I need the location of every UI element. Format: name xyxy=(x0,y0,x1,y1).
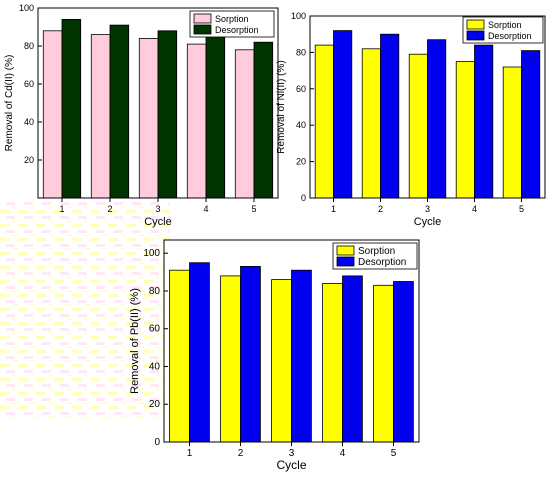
y-tick-label: 40 xyxy=(149,361,161,372)
x-tick-label: 4 xyxy=(472,204,477,214)
x-tick-label: 2 xyxy=(238,448,244,459)
sorption-bar-cycle-3 xyxy=(271,279,292,443)
desorption-bar-cycle-4 xyxy=(342,275,363,443)
y-tick-label: 100 xyxy=(19,3,34,13)
sorption-bar-cycle-2 xyxy=(90,34,111,199)
x-tick-label: 3 xyxy=(289,448,295,459)
x-tick-label: 5 xyxy=(519,204,524,214)
desorption-bar-cycle-1 xyxy=(333,30,353,199)
legend-swatch-sorption xyxy=(336,245,355,256)
y-tick-label: 20 xyxy=(149,399,161,410)
x-tick-label: 3 xyxy=(425,204,430,214)
x-tick-label: 2 xyxy=(107,204,112,214)
desorption-bar-cycle-4 xyxy=(474,44,494,199)
desorption-bar-cycle-4 xyxy=(205,36,226,199)
x-axis-label: Cycle xyxy=(276,458,306,472)
y-tick-label: 100 xyxy=(291,11,306,21)
legend-swatch-sorption xyxy=(466,19,485,30)
sorption-bar-cycle-1 xyxy=(314,44,334,199)
desorption-bar-cycle-2 xyxy=(380,33,400,199)
sorption-bar-cycle-4 xyxy=(455,61,475,199)
scan-artifact-region xyxy=(0,200,170,420)
legend-label-desorption: Desorption xyxy=(488,31,532,41)
legend-label-desorption: Desorption xyxy=(215,25,259,35)
y-tick-label: 0 xyxy=(154,437,160,448)
x-tick-label: 4 xyxy=(340,448,346,459)
sorption-bar-cycle-5 xyxy=(502,66,522,199)
desorption-bar-cycle-2 xyxy=(240,265,261,443)
sorption-bar-cycle-5 xyxy=(373,284,394,443)
y-tick-label: 20 xyxy=(24,155,34,165)
x-tick-label: 1 xyxy=(59,204,64,214)
y-axis-label: Removal of Ni(II) (%) xyxy=(276,60,287,153)
y-tick-label: 40 xyxy=(296,120,306,130)
legend-label-desorption: Desorption xyxy=(358,257,406,268)
y-tick-label: 60 xyxy=(24,79,34,89)
y-tick-label: 40 xyxy=(24,117,34,127)
sorption-bar-cycle-5 xyxy=(234,49,255,199)
chart-panel-1: 20 40 60 80 100 1 2 3 4 5 Cycle Removal of Cd(II) (… xyxy=(4,3,279,228)
x-tick-label: 4 xyxy=(203,204,208,214)
x-tick-label: 1 xyxy=(331,204,336,214)
y-tick-label: 0 xyxy=(301,193,306,203)
desorption-bar-cycle-2 xyxy=(109,24,130,199)
desorption-bar-cycle-1 xyxy=(189,262,210,443)
desorption-bar-cycle-3 xyxy=(291,269,312,443)
y-tick-label: 80 xyxy=(296,47,306,57)
x-tick-label: 5 xyxy=(391,448,397,459)
desorption-bar-cycle-1 xyxy=(61,18,82,199)
desorption-bar-cycle-5 xyxy=(521,50,541,199)
sorption-bar-cycle-4 xyxy=(186,43,207,199)
legend-swatch-sorption xyxy=(193,13,212,24)
sorption-bar-cycle-1 xyxy=(42,30,63,199)
sorption-bar-cycle-3 xyxy=(408,53,428,199)
chart-panel-2: 0 20 40 60 80 100 1 2 3 4 5 Cycle Removal of Ni(II) … xyxy=(276,11,546,228)
y-tick-label: 60 xyxy=(149,324,161,335)
sorption-bar-cycle-2 xyxy=(220,275,241,443)
x-tick-label: 2 xyxy=(378,204,383,214)
x-axis-label: Cycle xyxy=(144,216,172,228)
chart-panel-3: 0 20 40 60 80 100 1 2 3 4 5 Cycle Removal of Pb(II) … xyxy=(129,239,420,472)
x-tick-label: 5 xyxy=(251,204,256,214)
x-tick-label: 3 xyxy=(155,204,160,214)
x-tick-label: 1 xyxy=(187,448,193,459)
legend-swatch-desorption xyxy=(193,24,212,35)
legend-swatch-desorption xyxy=(336,256,355,267)
y-tick-label: 100 xyxy=(143,248,160,259)
sorption-bar-cycle-4 xyxy=(322,282,343,443)
desorption-bar-cycle-5 xyxy=(393,281,414,443)
y-tick-label: 20 xyxy=(296,157,306,167)
sorption-bar-cycle-1 xyxy=(169,269,190,443)
y-tick-label: 80 xyxy=(149,286,161,297)
legend-swatch-desorption xyxy=(466,30,485,41)
sorption-bar-cycle-3 xyxy=(138,38,159,199)
desorption-bar-cycle-3 xyxy=(157,30,178,199)
desorption-bar-cycle-5 xyxy=(253,41,274,199)
legend-label-sorption: Sorption xyxy=(488,20,522,30)
legend-label-sorption: Sorption xyxy=(215,14,249,24)
x-axis-label: Cycle xyxy=(414,216,442,228)
y-axis-label: Removal of Cd(II) (%) xyxy=(4,55,15,152)
legend-label-sorption: Sorption xyxy=(358,246,395,257)
y-axis-label: Removal of Pb(II) (%) xyxy=(129,288,141,394)
y-tick-label: 60 xyxy=(296,84,306,94)
y-tick-label: 80 xyxy=(24,41,34,51)
sorption-bar-cycle-2 xyxy=(361,48,381,199)
desorption-bar-cycle-3 xyxy=(427,39,447,199)
